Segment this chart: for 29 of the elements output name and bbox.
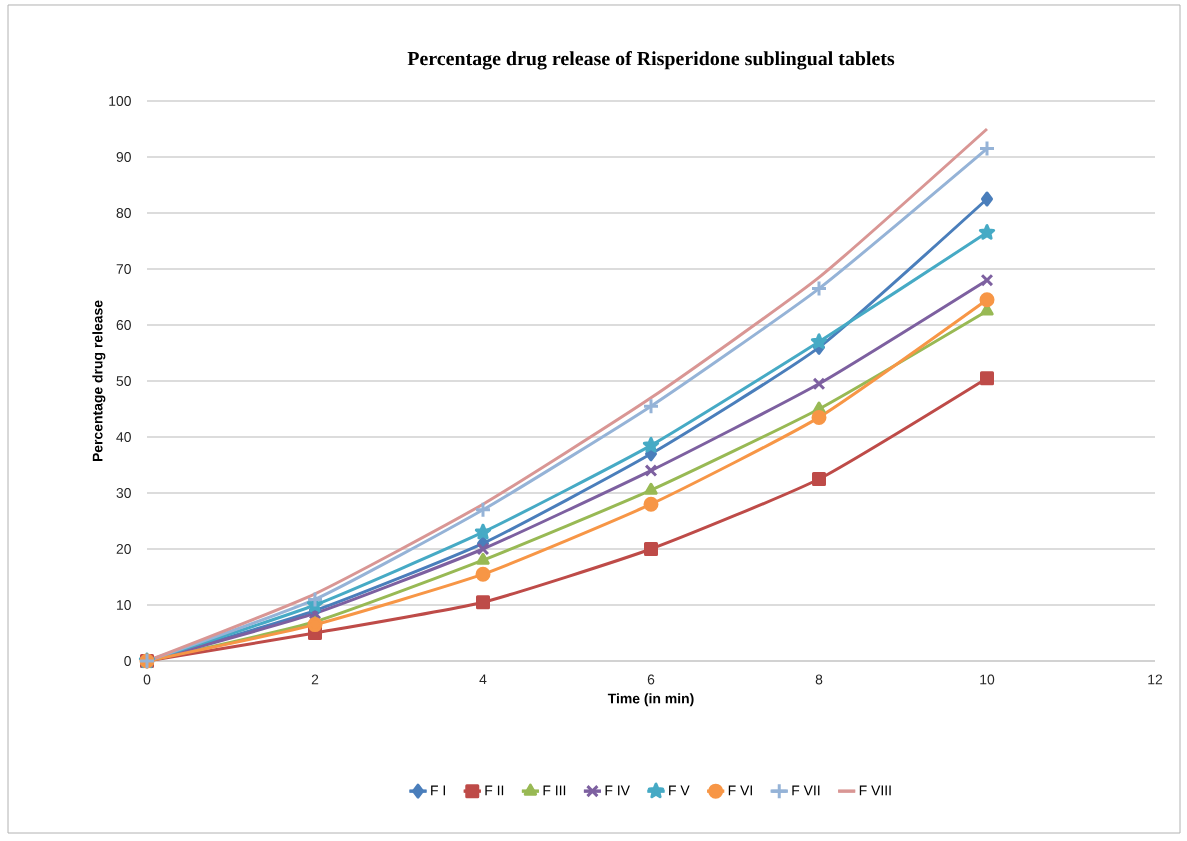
legend-label: F VI xyxy=(728,785,752,796)
x-tick-label: 12 xyxy=(1148,674,1163,685)
x-tick-label: 8 xyxy=(815,674,823,685)
legend-label: F I xyxy=(431,785,445,796)
legend-label: F V xyxy=(669,785,690,796)
x-tick-label: 10 xyxy=(980,674,995,685)
legend-label: F VIII xyxy=(859,785,891,796)
y-tick-label: 10 xyxy=(117,600,131,610)
x-tick-label: 4 xyxy=(479,674,487,685)
legend-label: F VII xyxy=(792,785,820,796)
legend-label: F IV xyxy=(605,785,630,796)
legend-label: F II xyxy=(485,785,504,796)
x-tick-label: 2 xyxy=(311,674,319,685)
y-tick-label: 20 xyxy=(116,544,131,554)
y-tick-label: 30 xyxy=(116,488,131,498)
y-tick-label: 70 xyxy=(116,264,131,274)
y-tick-label: 90 xyxy=(116,152,131,162)
x-tick-label: 0 xyxy=(143,674,151,685)
y-tick-label: 0 xyxy=(124,656,131,666)
chart-title: Percentage drug release of Risperidone sublingual tablets xyxy=(407,51,895,70)
y-tick-label: 100 xyxy=(109,96,131,106)
y-tick-label: 80 xyxy=(116,208,131,218)
y-tick-label: 40 xyxy=(116,432,131,442)
y-tick-label: 50 xyxy=(116,376,131,386)
x-axis-title: Time (in min) xyxy=(607,693,694,707)
y-axis-title: Percentage drug release xyxy=(92,300,106,462)
legend-label: F III xyxy=(543,785,566,796)
y-tick-label: 60 xyxy=(116,320,131,330)
x-tick-label: 6 xyxy=(647,674,655,685)
